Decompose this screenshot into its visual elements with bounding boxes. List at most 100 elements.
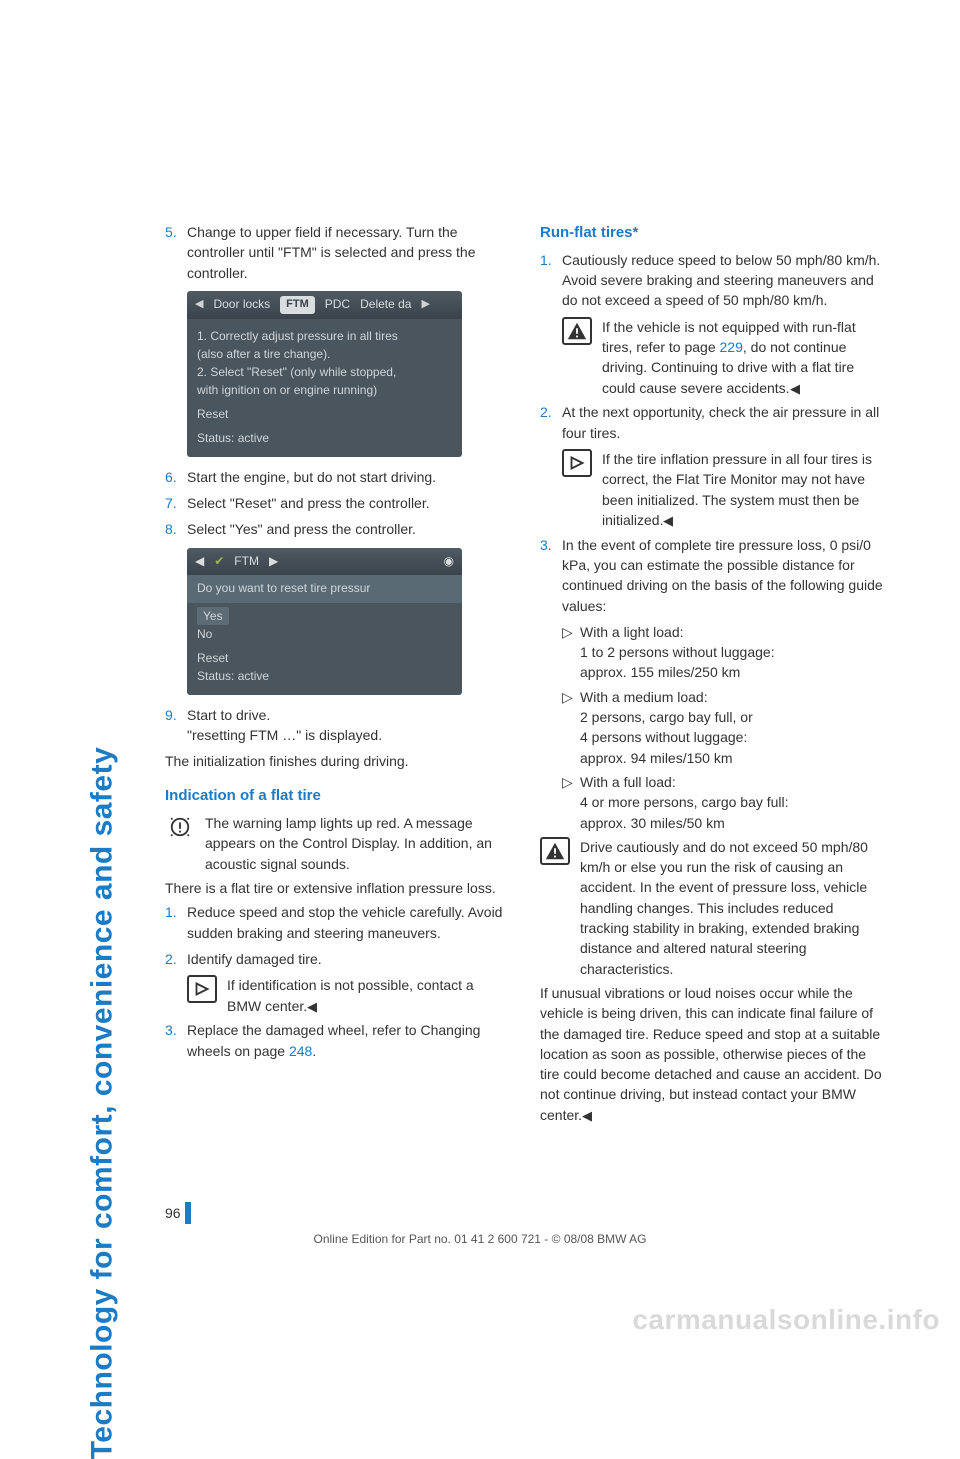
left-arrow-icon: ◀ xyxy=(195,553,204,570)
footer-text: Online Edition for Part no. 01 41 2 600 … xyxy=(0,1232,960,1246)
step-7: 7. Select "Reset" and press the controll… xyxy=(165,493,510,513)
fstep3-tail: . xyxy=(312,1043,316,1059)
flat-step-2-note-text: If identification is not possible, conta… xyxy=(227,975,510,1016)
left-arrow-icon: ◀ xyxy=(195,297,203,313)
step-number: 3. xyxy=(540,535,562,616)
ss1-tab-doorlocks: Door locks xyxy=(213,296,270,313)
flat-step-2: 2. Identify damaged tire. xyxy=(165,949,510,969)
page-link-229[interactable]: 229 xyxy=(720,339,743,355)
load-full: ▷ With a full load: 4 or more persons, c… xyxy=(540,772,885,833)
b2b: 2 persons, cargo bay full, or xyxy=(580,707,885,727)
page-number-value: 96 xyxy=(165,1205,181,1221)
step-text: Start to drive. "resetting FTM …" is dis… xyxy=(187,705,510,746)
drive-caution-warning: Drive cautiously and do not exceed 50 mp… xyxy=(540,837,885,979)
b3b: 4 or more persons, cargo bay full: xyxy=(580,792,885,812)
b3a: With a full load: xyxy=(580,772,885,792)
b2a: With a medium load: xyxy=(580,687,885,707)
end-mark-icon: ▶ xyxy=(790,380,800,399)
idrive-screenshot-1: ◀ Door locks FTM PDC Delete da ▶ 1. Corr… xyxy=(187,291,462,457)
step-text: Start the engine, but do not start drivi… xyxy=(187,467,510,487)
rf-step-3: 3. In the event of complete tire pressur… xyxy=(540,535,885,616)
ss1-line: with ignition on or engine running) xyxy=(197,381,452,399)
note-triangle-icon xyxy=(187,975,217,1003)
warning-lamp-row: The warning lamp lights up red. A messag… xyxy=(165,813,510,874)
bullet-icon: ▷ xyxy=(562,687,580,768)
knob-icon: ◉ xyxy=(444,553,454,570)
step-text: Select "Yes" and press the controller. xyxy=(187,519,510,539)
left-column: 5. Change to upper field if necessary. T… xyxy=(165,222,510,1130)
step-number: 8. xyxy=(165,519,187,539)
end-mark-icon: ▶ xyxy=(582,1107,592,1126)
rf-step-2-note: If the tire inflation pressure in all fo… xyxy=(540,449,885,531)
b1a: With a light load: xyxy=(580,622,885,642)
step-number: 3. xyxy=(165,1020,187,1061)
b1c: approx. 155 miles/250 km xyxy=(580,662,885,682)
step-text: Change to upper field if necessary. Turn… xyxy=(187,222,510,283)
step-number: 1. xyxy=(540,250,562,311)
warning-triangle-icon xyxy=(562,317,592,345)
step-number: 1. xyxy=(165,902,187,943)
ss1-line: (also after a tire change). xyxy=(197,345,452,363)
ss1-tab-ftm: FTM xyxy=(280,296,315,314)
step-8: 8. Select "Yes" and press the controller… xyxy=(165,519,510,539)
rf-step-1: 1. Cautiously reduce speed to below 50 m… xyxy=(540,250,885,311)
section-side-label: Technology for comfort, convenience and … xyxy=(85,747,119,1459)
step-text: Select "Reset" and press the controller. xyxy=(187,493,510,513)
bullet-icon: ▷ xyxy=(562,772,580,833)
fstep3-text: Replace the damaged wheel, refer to Chan… xyxy=(187,1022,480,1058)
init-finishes-text: The initialization finishes during drivi… xyxy=(165,751,510,771)
right-arrow-icon: ▶ xyxy=(421,297,429,313)
b1b: 1 to 2 persons without luggage: xyxy=(580,642,885,662)
section-side-tab: Technology for comfort, convenience and … xyxy=(82,220,122,1120)
manual-page: Technology for comfort, convenience and … xyxy=(0,0,960,1358)
tire-warning-icon xyxy=(165,813,195,841)
step-number: 2. xyxy=(540,402,562,443)
bullet-icon: ▷ xyxy=(562,622,580,683)
b2c: 4 persons without luggage: xyxy=(580,727,885,747)
end-mark-icon: ▶ xyxy=(663,512,673,531)
page-link-248[interactable]: 248 xyxy=(289,1043,312,1059)
page-number-bar xyxy=(185,1202,191,1224)
warn2tail: If unusual vibrations or loud noises occ… xyxy=(540,985,882,1123)
ss2-body: Yes No Reset Status: active xyxy=(187,603,462,695)
ss2-tabbar: ◀ ✔ FTM ▶ ◉ xyxy=(187,548,462,575)
bullet-text: With a full load: 4 or more persons, car… xyxy=(580,772,885,833)
rf-step-2: 2. At the next opportunity, check the ai… xyxy=(540,402,885,443)
flat-step-1: 1. Reduce speed and stop the vehicle car… xyxy=(165,902,510,943)
idrive-screenshot-2: ◀ ✔ FTM ▶ ◉ Do you want to reset tire pr… xyxy=(187,548,462,695)
flat-step-3: 3. Replace the damaged wheel, refer to C… xyxy=(165,1020,510,1061)
step-number: 2. xyxy=(165,949,187,969)
warning-triangle-icon xyxy=(540,837,570,865)
step-number: 5. xyxy=(165,222,187,283)
ss2-yes: Yes xyxy=(197,607,229,625)
ss1-line: 2. Select "Reset" (only while stopped, xyxy=(197,363,452,381)
note-text: If identification is not possible, conta… xyxy=(227,977,474,1013)
ss1-tab-pdc: PDC xyxy=(325,296,350,313)
step-number: 6. xyxy=(165,467,187,487)
flat-tire-heading: Indication of a flat tire xyxy=(165,785,510,807)
ss1-tabbar: ◀ Door locks FTM PDC Delete da ▶ xyxy=(187,291,462,319)
page-number: 96 xyxy=(165,1202,191,1224)
ss1-body: 1. Correctly adjust pressure in all tire… xyxy=(187,319,462,457)
rf-step-2-note-text: If the tire inflation pressure in all fo… xyxy=(602,449,885,531)
ss1-line: 1. Correctly adjust pressure in all tire… xyxy=(197,327,452,345)
rf-step-1-warning: If the vehicle is not equipped with run-… xyxy=(540,317,885,399)
bullet-text: With a light load: 1 to 2 persons withou… xyxy=(580,622,885,683)
b3c: approx. 30 miles/50 km xyxy=(580,813,885,833)
ss2-no: No xyxy=(197,625,452,643)
drive-caution-tail: If unusual vibrations or loud noises occ… xyxy=(540,983,885,1126)
content-columns: 5. Change to upper field if necessary. T… xyxy=(165,222,885,1130)
right-column: Run-flat tires* 1. Cautiously reduce spe… xyxy=(540,222,885,1130)
drive-caution-text: Drive cautiously and do not exceed 50 mp… xyxy=(580,837,885,979)
step-number: 7. xyxy=(165,493,187,513)
step-number: 9. xyxy=(165,705,187,746)
ss1-status: Status: active xyxy=(197,429,452,447)
ss2-question: Do you want to reset tire pressur xyxy=(187,575,462,602)
step-text: Cautiously reduce speed to below 50 mph/… xyxy=(562,250,885,311)
ss1-reset: Reset xyxy=(197,405,452,423)
step-5: 5. Change to upper field if necessary. T… xyxy=(165,222,510,283)
r2note: If the tire inflation pressure in all fo… xyxy=(602,451,872,528)
load-medium: ▷ With a medium load: 2 persons, cargo b… xyxy=(540,687,885,768)
step-9-line2: "resetting FTM …" is displayed. xyxy=(187,725,510,745)
flat-tire-tail: There is a flat tire or extensive inflat… xyxy=(165,878,510,898)
